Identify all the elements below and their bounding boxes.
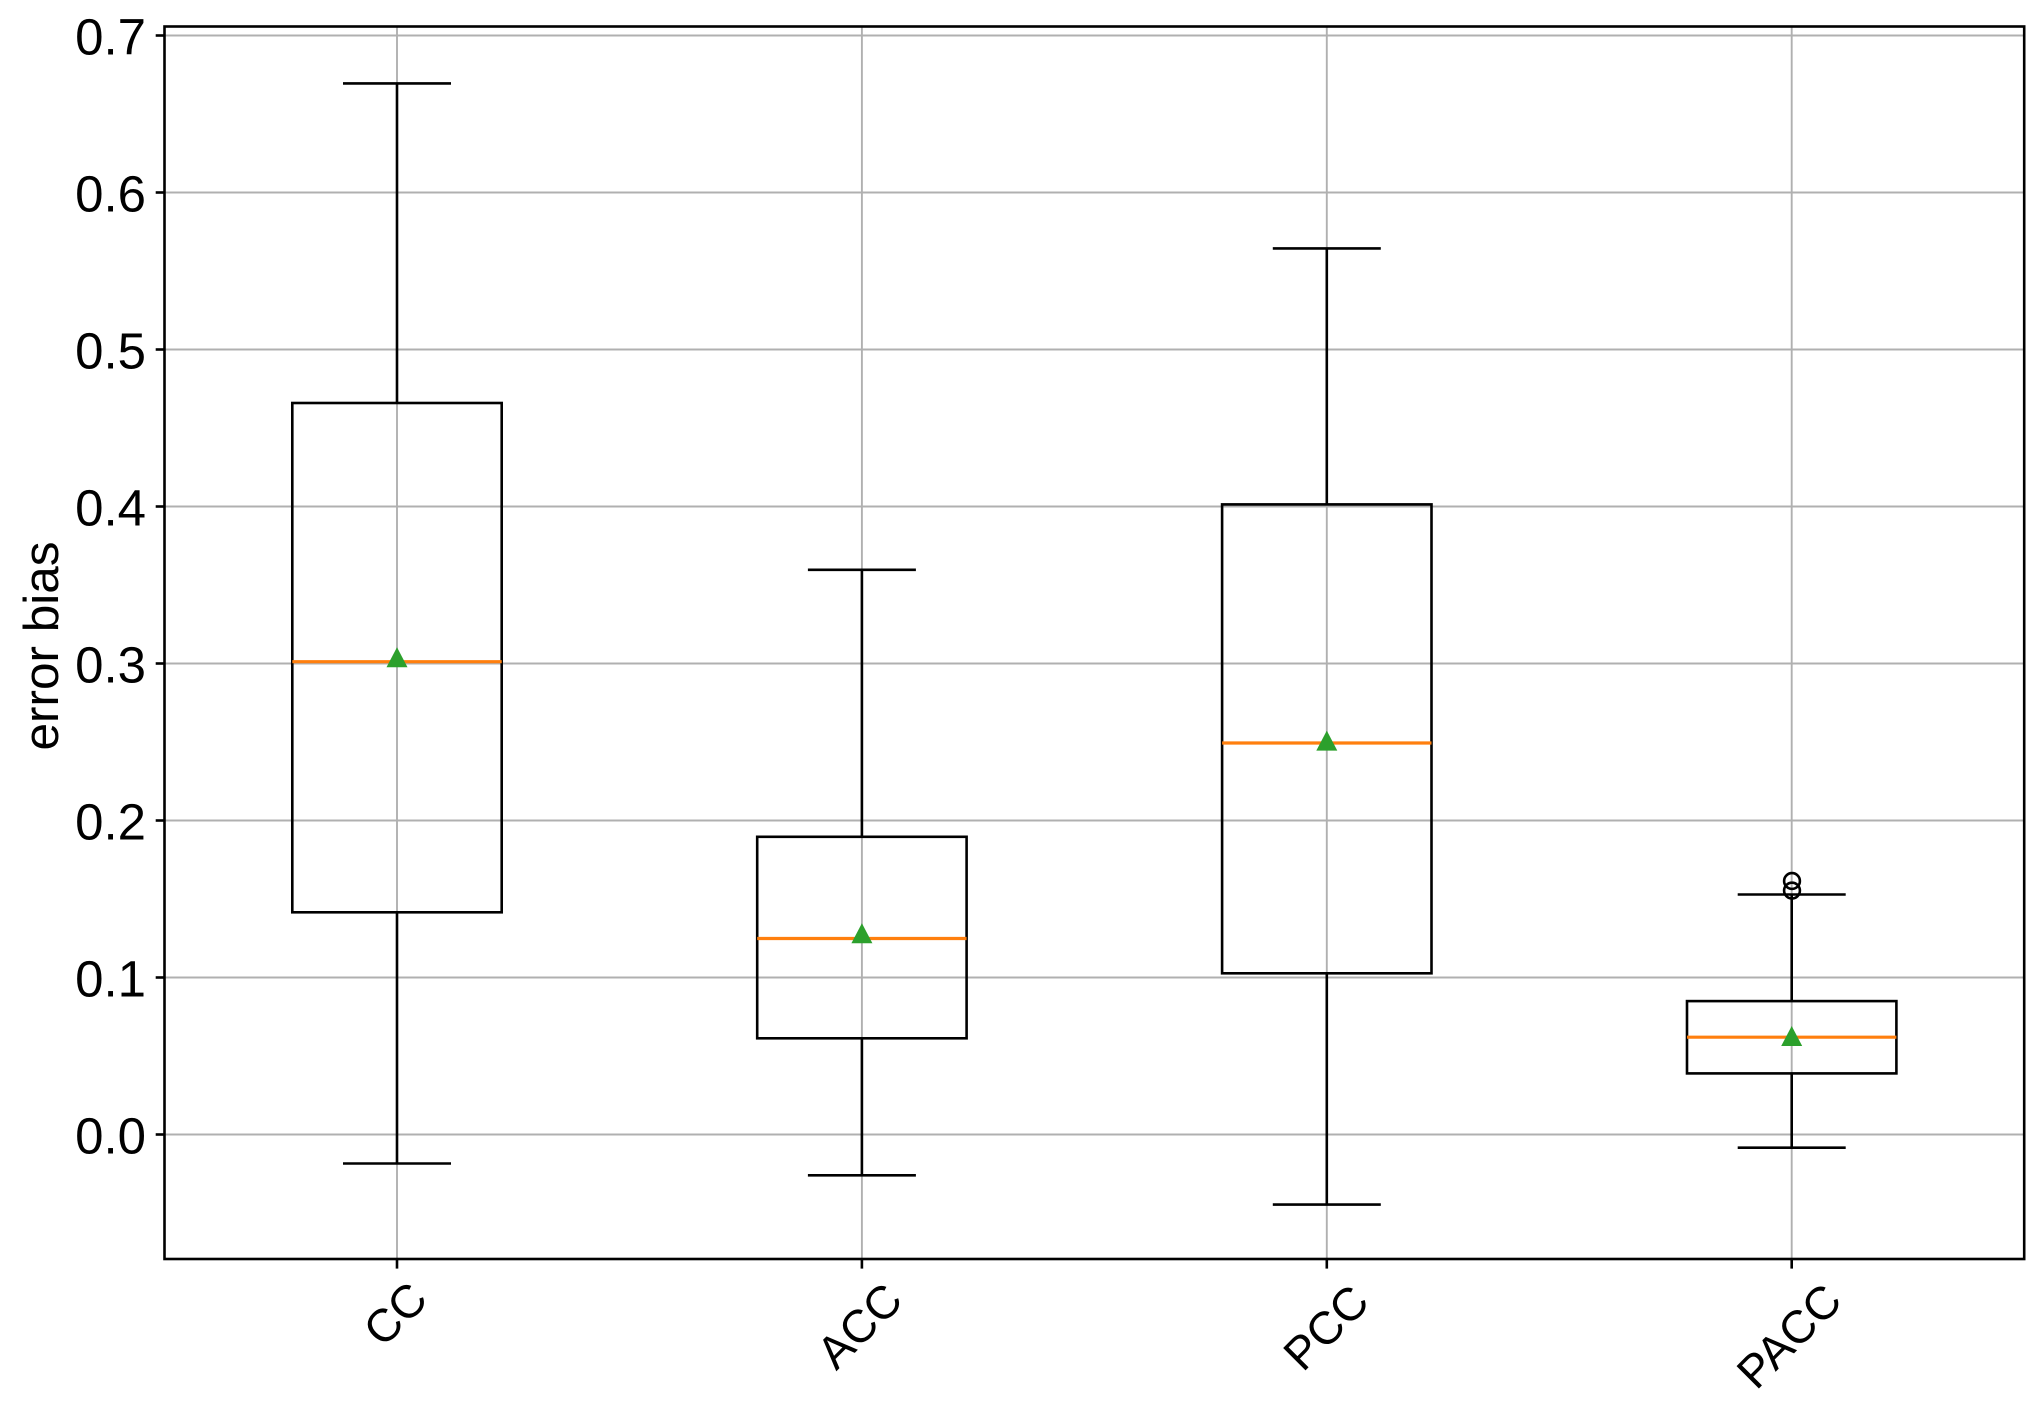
svg-text:0.4: 0.4 xyxy=(75,480,146,537)
svg-text:0.6: 0.6 xyxy=(75,166,146,223)
svg-text:error bias: error bias xyxy=(14,541,69,750)
svg-text:0.0: 0.0 xyxy=(75,1108,146,1165)
svg-text:0.7: 0.7 xyxy=(75,9,146,66)
svg-text:0.5: 0.5 xyxy=(75,323,146,380)
svg-text:0.3: 0.3 xyxy=(75,637,146,694)
svg-text:0.1: 0.1 xyxy=(75,951,146,1008)
svg-text:0.2: 0.2 xyxy=(75,794,146,851)
